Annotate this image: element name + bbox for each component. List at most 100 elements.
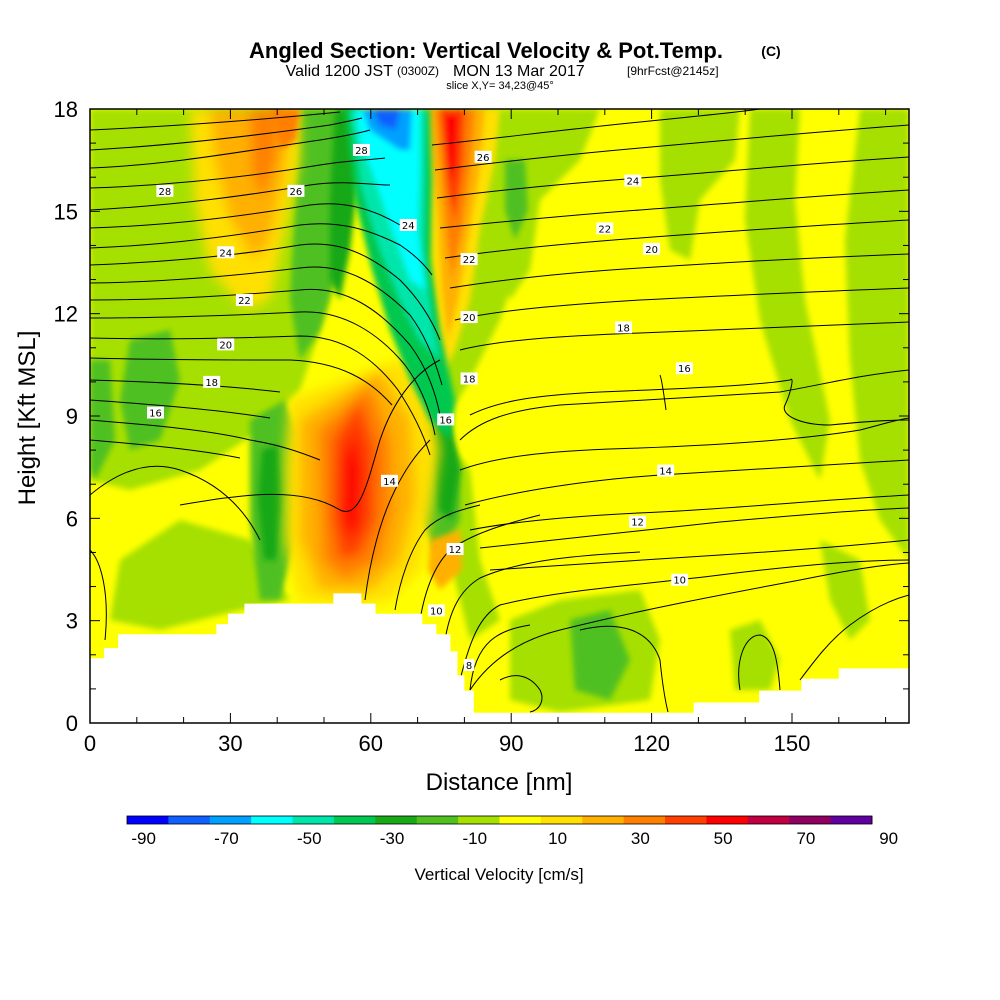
y-tick-label: 15: [54, 199, 78, 224]
colorbar-segment: [292, 816, 335, 824]
contour-line: [90, 439, 241, 459]
y-tick-label: 0: [66, 711, 78, 736]
contour-label-bg: [217, 338, 235, 351]
contour-line: [90, 399, 271, 419]
contour-label: 12: [449, 545, 462, 556]
colorbar-segment: [665, 816, 707, 824]
contour-label-bg: [156, 184, 174, 197]
contour-label: 28: [159, 187, 172, 198]
contour-label-bg: [596, 222, 614, 235]
contour-label: 20: [219, 340, 232, 351]
contour-line: [454, 287, 909, 321]
colorbar-tick-label: -30: [380, 829, 405, 848]
contour-line: [444, 219, 909, 259]
contour-line: [659, 374, 667, 411]
contour-line: [449, 253, 909, 289]
contour-line: [90, 379, 281, 393]
contour-line: [489, 539, 909, 571]
subtitle-valid: Valid 1200 JST: [286, 63, 394, 80]
subtitle-z: (0300Z): [397, 64, 439, 78]
contour-label-bg: [203, 375, 221, 388]
contour-label-bg: [352, 143, 370, 156]
x-tick-label: 30: [218, 731, 242, 756]
colorbar-segment: [251, 816, 294, 824]
contour-label-bg: [399, 218, 417, 231]
contour-label: 12: [631, 518, 644, 529]
contour-line: [431, 109, 761, 146]
contour-label-bg: [671, 573, 689, 586]
contour-label-bg: [460, 253, 478, 266]
y-axis-title: Height [Kft MSL]: [14, 331, 41, 506]
contour-label: 24: [627, 177, 640, 188]
colorbar-segment: [375, 816, 418, 824]
contour-label: 26: [290, 187, 303, 198]
contour-line: [738, 634, 781, 691]
colorbar-segment: [209, 816, 252, 824]
contour-label: 24: [402, 221, 415, 232]
y-tick-label: 18: [54, 97, 78, 122]
colorbar-tick-label: 30: [631, 829, 650, 848]
contour-label: 8: [466, 661, 472, 672]
subtitle-date: MON 13 Mar 2017: [453, 63, 585, 80]
contour-label-bg: [460, 372, 478, 385]
contour-line: [394, 504, 481, 611]
colorbar-tick-label: -50: [297, 829, 322, 848]
contour-line: [459, 559, 909, 681]
colorbar-tick-label: 90: [879, 829, 898, 848]
contour-line: [469, 494, 909, 531]
colorbar-segment: [127, 816, 169, 824]
contour-label: 22: [238, 296, 251, 307]
contour-line: [179, 359, 441, 513]
contour-line: [90, 266, 443, 386]
contour-line: [439, 189, 909, 229]
colorbar-segment: [582, 816, 625, 824]
contour-line: [90, 182, 391, 211]
x-tick-label: 150: [774, 731, 811, 756]
contour-label: 14: [659, 467, 672, 478]
y-tick-label: 3: [66, 609, 78, 634]
colorbar-segment: [416, 816, 459, 824]
contour-label-bg: [643, 242, 661, 255]
contour-line: [459, 321, 909, 351]
contour-line: [459, 369, 909, 441]
colorbar-tick-label: -70: [214, 829, 239, 848]
contour-line: [469, 378, 909, 426]
field-downdraft: [345, 109, 455, 440]
plot-area: 8 10 10 12 12 14 14 16 16 16 18 18 18 20 20 20 22 22 22 24 2…: [90, 109, 909, 723]
contour-label-bg: [460, 311, 478, 324]
colorbar-segment: [499, 816, 542, 824]
contour-label: 14: [383, 477, 396, 488]
contour-line: [579, 625, 669, 713]
colorbar-segment: [747, 816, 790, 824]
subtitle-fcst: [9hrFcst@2145z]: [627, 64, 719, 78]
contour-label: 18: [463, 374, 476, 385]
contour-label-bg: [629, 515, 647, 528]
contour-label-bg: [235, 294, 253, 307]
contour-label: 16: [678, 364, 691, 375]
contour-label-bg: [381, 474, 399, 487]
contour-label-bg: [147, 406, 165, 419]
contour-line: [90, 335, 431, 456]
colorbar: [126, 815, 873, 825]
colorbar-segment: [706, 816, 749, 824]
contour-line: [90, 203, 401, 229]
contour-label: 16: [149, 409, 162, 420]
colorbar-tick-label: 50: [714, 829, 733, 848]
y-tick-label: 9: [66, 404, 78, 429]
colorbar-labels: -90 -70 -50 -30 -10 10 30 50 70 90: [131, 829, 898, 848]
contour-label: 20: [645, 245, 658, 256]
contour-line: [90, 288, 441, 416]
y-axis-ticks: 0 3 6 9 12 15 18: [54, 97, 909, 736]
colorbar-segment: [458, 816, 500, 824]
contour-line: [90, 243, 441, 341]
field-updraft-left: [190, 109, 300, 310]
contour-line: [90, 129, 371, 169]
x-tick-label: 120: [633, 731, 670, 756]
contour-line: [364, 439, 431, 601]
contour-label: 18: [205, 378, 218, 389]
contour-line: [469, 624, 531, 691]
contour-label: 20: [463, 313, 476, 324]
contour-line: [459, 417, 909, 471]
contour-label-bg: [287, 184, 305, 197]
x-tick-label: 0: [84, 731, 96, 756]
